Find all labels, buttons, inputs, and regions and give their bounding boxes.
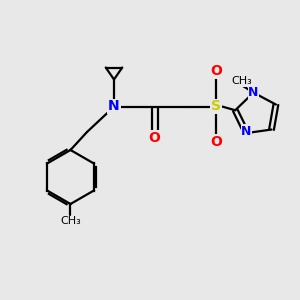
Text: O: O bbox=[148, 131, 160, 145]
Text: N: N bbox=[108, 100, 120, 113]
Text: N: N bbox=[241, 125, 251, 138]
Text: O: O bbox=[210, 135, 222, 148]
Text: O: O bbox=[210, 64, 222, 78]
Text: N: N bbox=[248, 86, 259, 99]
Text: CH₃: CH₃ bbox=[232, 76, 252, 86]
Text: CH₃: CH₃ bbox=[60, 216, 81, 226]
Text: S: S bbox=[211, 100, 221, 113]
